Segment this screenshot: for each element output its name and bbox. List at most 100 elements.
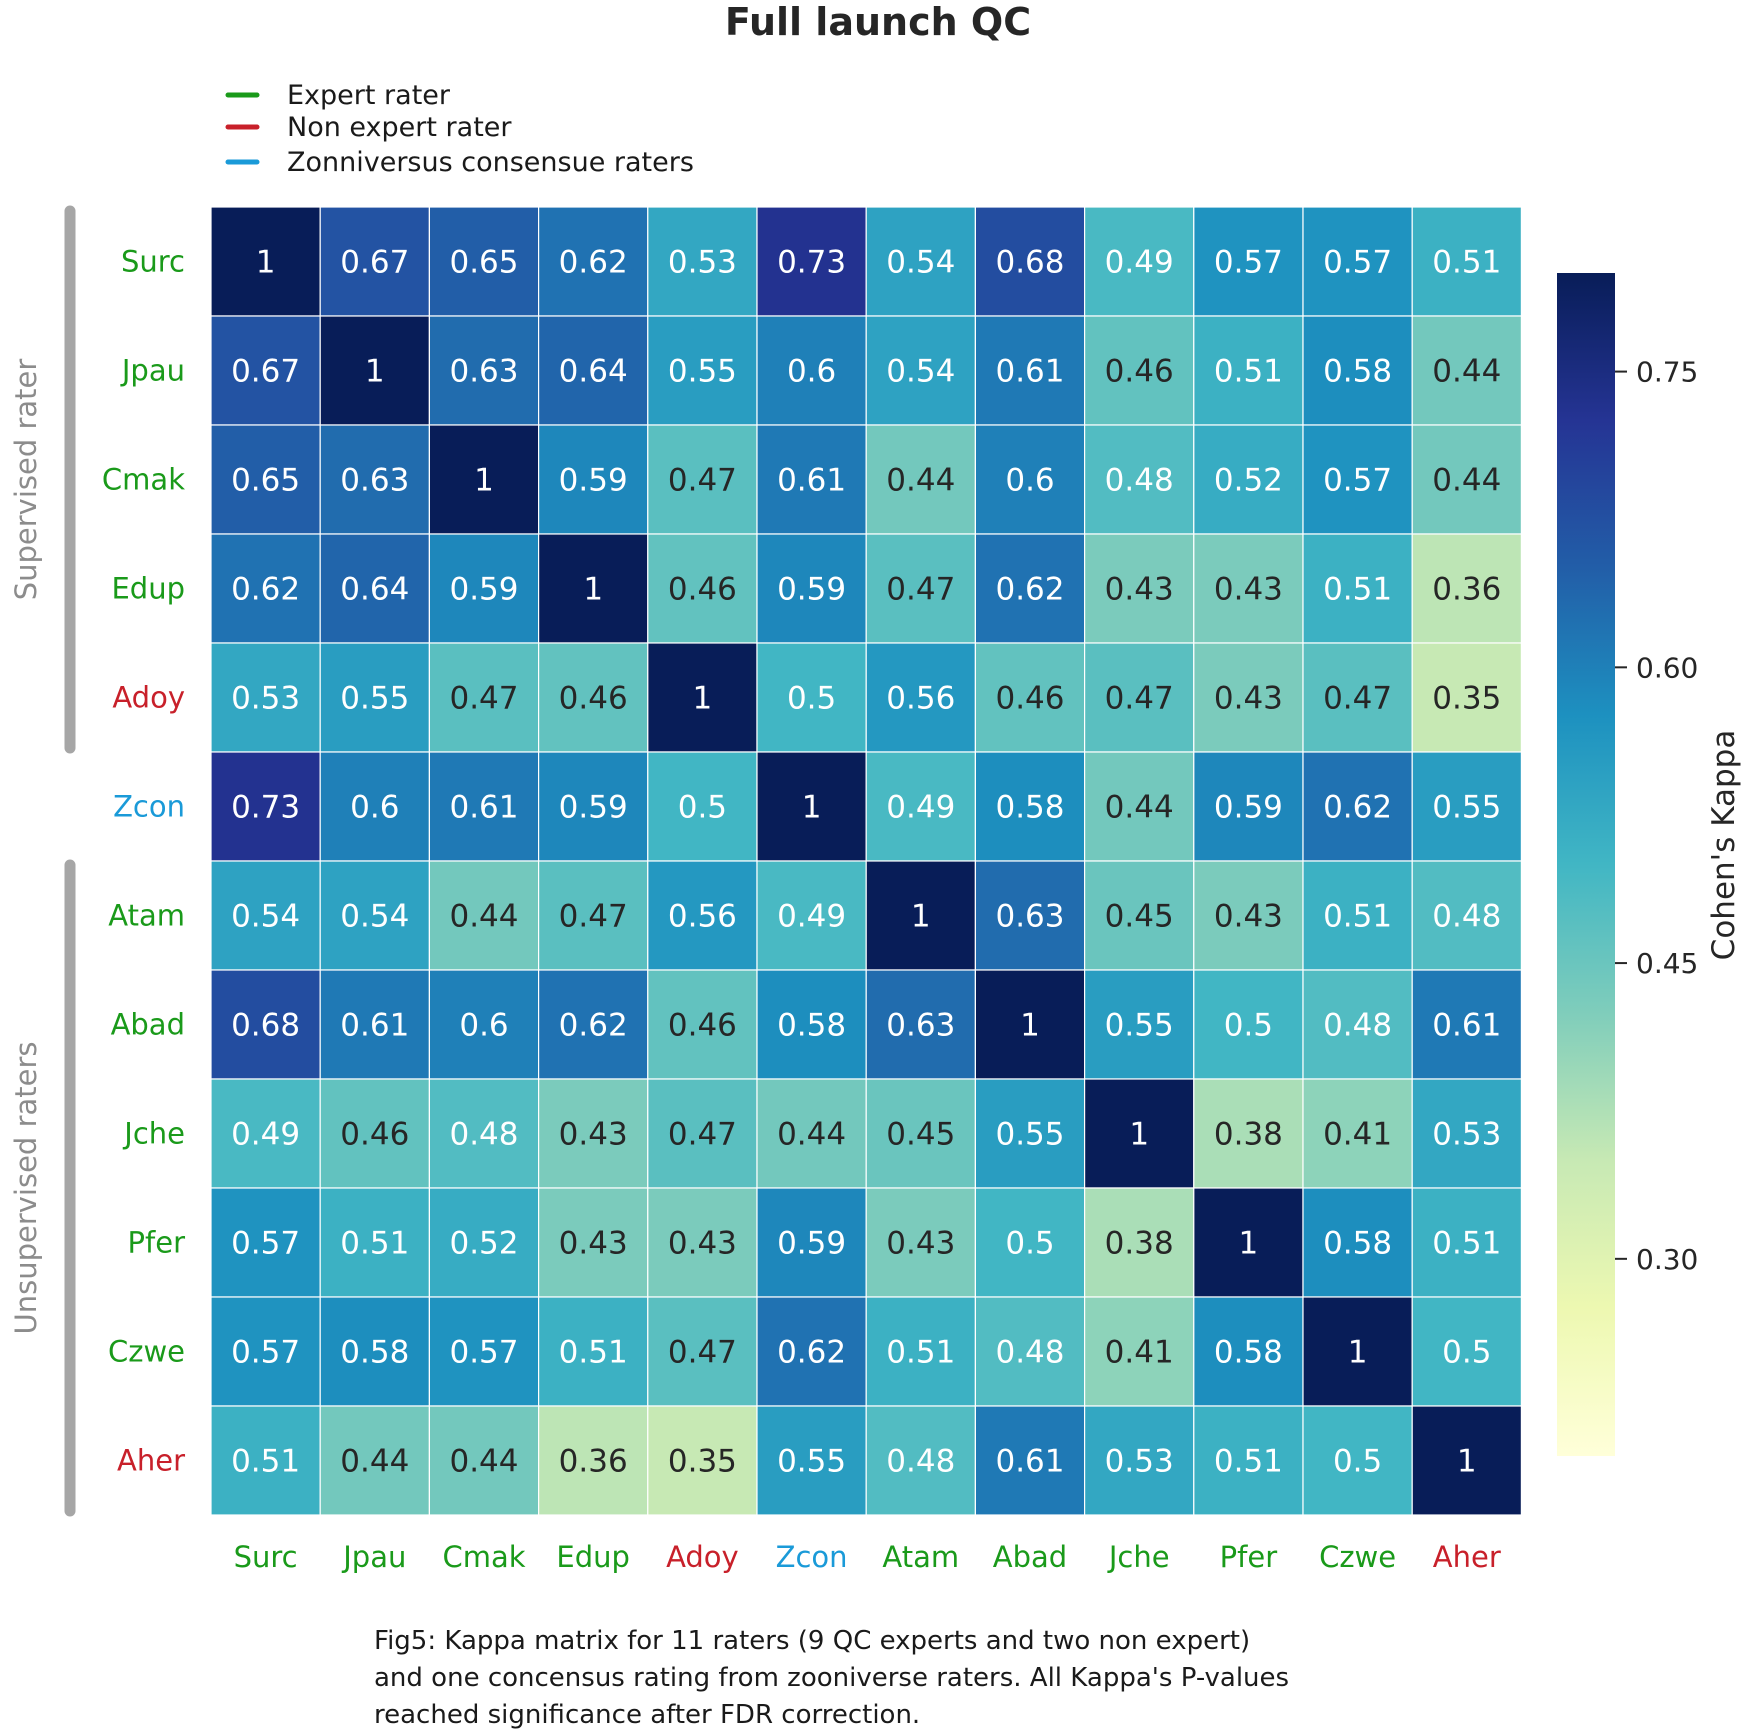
cell-value-label: 0.46 [668, 572, 737, 608]
colorbar-tick-label: 0.60 [1636, 651, 1698, 684]
heatmap-cell [756, 424, 867, 535]
column-label: Abad [993, 1540, 1067, 1574]
column-label: Edup [556, 1540, 630, 1574]
cell-value-label: 0.5 [1224, 1008, 1273, 1044]
cell-value-label: 0.59 [777, 572, 846, 608]
heatmap-cell [756, 533, 867, 644]
cell-value-label: 0.61 [995, 1444, 1064, 1480]
cell-value-label: 1 [1457, 1444, 1477, 1480]
cell-value-label: 1 [256, 245, 276, 281]
heatmap-cell [537, 424, 649, 535]
cell-value-label: 0.45 [1105, 899, 1174, 935]
heatmap-cell [647, 1078, 758, 1189]
heatmap-cell [428, 751, 540, 862]
cell-value-label: 0.55 [340, 681, 409, 717]
heatmap-cell [1302, 424, 1413, 535]
cell-value-label: 0.54 [886, 354, 955, 390]
cell-value-label: 0.48 [449, 1117, 518, 1153]
heatmap-cell [865, 315, 977, 426]
cell-value-label: 0.53 [1432, 1117, 1501, 1153]
cell-value-label: 0.51 [231, 1444, 300, 1480]
cell-value-label: 0.55 [777, 1444, 846, 1480]
cell-value-label: 0.49 [777, 899, 846, 935]
heatmap-cell [647, 860, 758, 971]
heatmap-cell [1302, 1405, 1413, 1516]
heatmap-cell [974, 1296, 1086, 1407]
cell-value-label: 0.48 [886, 1444, 955, 1480]
cell-value-label: 0.44 [449, 899, 518, 935]
heatmap-cell [756, 642, 867, 753]
cell-value-label: 1 [1129, 1117, 1149, 1153]
figure-caption: Fig5: Kappa matrix for 11 raters (9 QC e… [374, 1626, 1289, 1730]
cell-value-label: 0.58 [1214, 1335, 1283, 1371]
cell-value-label: 0.36 [1432, 572, 1501, 608]
heatmap-cell [1302, 860, 1413, 971]
cell-value-label: 0.47 [668, 1117, 737, 1153]
heatmap-cell [1193, 424, 1304, 535]
colorbar-tick-label: 0.30 [1636, 1243, 1698, 1276]
heatmap-cell [537, 315, 649, 426]
heatmap-cell [537, 1078, 649, 1189]
cell-value-label: 0.62 [559, 245, 628, 281]
heatmap-cell [1302, 1187, 1413, 1298]
heatmap-cell [647, 1405, 758, 1516]
column-label: Zcon [776, 1540, 848, 1574]
heatmap-cell [865, 860, 977, 971]
cell-value-label: 0.44 [340, 1444, 409, 1480]
cell-value-label: 0.51 [1432, 1226, 1501, 1262]
cell-value-label: 0.44 [1432, 463, 1501, 499]
heatmap-cell [537, 860, 649, 971]
heatmap-cell [319, 1296, 431, 1407]
heatmap-cell [865, 206, 977, 317]
cell-value-label: 0.5 [1005, 1226, 1054, 1262]
cell-value-label: 0.62 [559, 1008, 628, 1044]
group-label: Supervised rater [9, 359, 43, 601]
heatmap-cell [1302, 1296, 1413, 1407]
caption-line: Fig5: Kappa matrix for 11 raters (9 QC e… [374, 1626, 1250, 1656]
cell-value-label: 0.51 [1323, 572, 1392, 608]
cell-value-label: 0.48 [995, 1335, 1064, 1371]
cell-value-label: 0.6 [459, 1008, 508, 1044]
cell-value-label: 0.59 [449, 572, 518, 608]
group-label: Unsupervised raters [9, 1041, 43, 1334]
heatmap-cell [647, 424, 758, 535]
heatmap-cell [537, 206, 649, 317]
heatmap-cell [756, 1187, 867, 1298]
heatmap-cell [210, 1405, 321, 1516]
heatmap-cell [319, 315, 431, 426]
heatmap-cell [210, 315, 321, 426]
cell-value-label: 0.48 [1105, 463, 1174, 499]
row-label: Abad [111, 1008, 185, 1042]
cell-value-label: 0.58 [995, 790, 1064, 826]
heatmap-cell [1083, 206, 1195, 317]
heatmap-cell [319, 533, 431, 644]
cell-value-label: 0.43 [668, 1226, 737, 1262]
cell-value-label: 0.51 [886, 1335, 955, 1371]
heatmap-cell [1083, 1296, 1195, 1407]
heatmap-cell [865, 751, 977, 862]
heatmap-cell [647, 1296, 758, 1407]
cell-value-label: 0.58 [1323, 1226, 1392, 1262]
heatmap-cell [1411, 1405, 1522, 1516]
heatmap-cell [647, 751, 758, 862]
cell-value-label: 0.5 [1442, 1335, 1491, 1371]
column-label: Surc [234, 1540, 298, 1574]
legend-label: Expert rater [287, 80, 451, 111]
cell-value-label: 0.56 [886, 681, 955, 717]
cell-value-label: 0.63 [886, 1008, 955, 1044]
heatmap-cell [865, 969, 977, 1080]
heatmap-cell [1411, 860, 1522, 971]
heatmap-cell [1302, 969, 1413, 1080]
cell-value-label: 0.62 [1323, 790, 1392, 826]
cell-value-label: 0.47 [668, 463, 737, 499]
heatmap-cell [1411, 1296, 1522, 1407]
cell-value-label: 1 [802, 790, 822, 826]
cell-value-label: 1 [365, 354, 385, 390]
heatmap-cell [647, 533, 758, 644]
cell-value-label: 0.49 [1105, 245, 1174, 281]
heatmap-cell [1411, 1078, 1522, 1189]
heatmap-cell [1411, 533, 1522, 644]
cell-value-label: 0.55 [1432, 790, 1501, 826]
heatmap-cell [210, 642, 321, 753]
